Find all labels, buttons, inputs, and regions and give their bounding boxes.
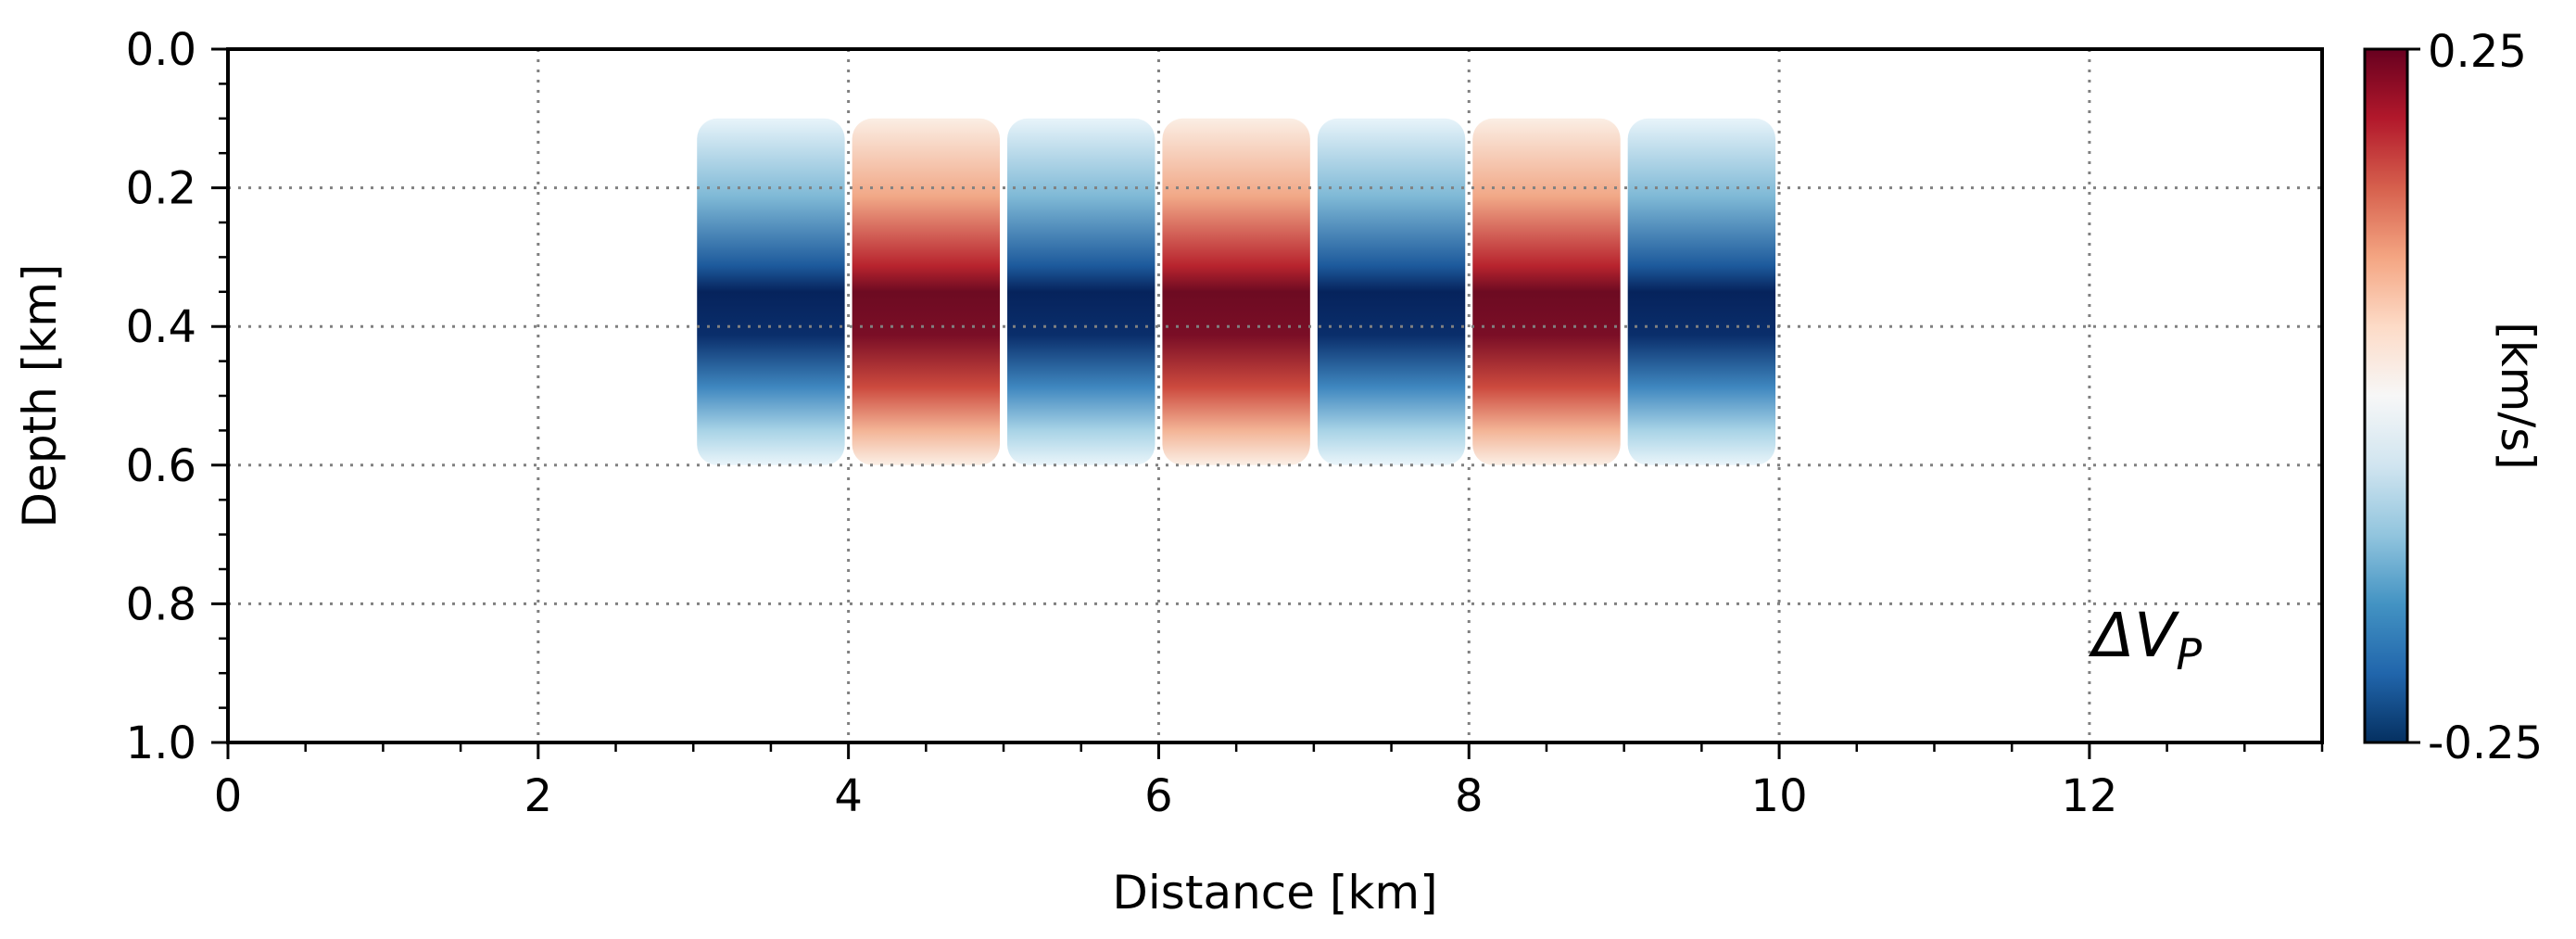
heatmap-block-negative: [697, 118, 845, 465]
colorbar-label: [km/s]: [2491, 322, 2544, 470]
colorbar-min-label: -0.25: [2428, 717, 2543, 769]
y-axis-label: Depth [km]: [13, 264, 67, 528]
y-tick-label: 0.0: [126, 24, 196, 76]
x-tick-label: 0: [214, 770, 243, 822]
x-tick-label: 2: [524, 770, 553, 822]
delta-vp-annotation: ΔVP: [2088, 600, 2202, 679]
x-axis-label: Distance [km]: [1112, 866, 1437, 920]
colorbar: [2363, 47, 2409, 744]
x-axis-ticks: 0 2 4 6 8 10 12: [214, 742, 2324, 822]
heatmap-blocks: [697, 118, 1776, 465]
colorbar-max-label: 0.25: [2428, 26, 2527, 78]
y-axis-ticks: 0.0 0.2 0.4 0.6 0.8 1.0: [126, 24, 228, 769]
heatmap-block-negative: [1627, 118, 1776, 465]
y-tick-label: 0.8: [126, 578, 196, 630]
x-tick-label: 6: [1144, 770, 1173, 822]
heatmap-block-positive: [1472, 118, 1621, 465]
heatmap-block-positive: [1162, 118, 1310, 465]
y-tick-label: 0.4: [126, 301, 196, 353]
x-tick-label: 12: [2061, 770, 2117, 822]
heatmap-block-positive: [852, 118, 1001, 465]
heatmap-block-negative: [1007, 118, 1155, 465]
grid-lines: [228, 49, 2322, 742]
y-tick-label: 0.2: [126, 163, 196, 215]
x-tick-label: 8: [1455, 770, 1484, 822]
heatmap-block-negative: [1317, 118, 1466, 465]
x-tick-label: 10: [1751, 770, 1808, 822]
x-tick-label: 4: [834, 770, 863, 822]
y-tick-label: 0.6: [126, 440, 196, 492]
y-tick-label: 1.0: [126, 717, 196, 769]
